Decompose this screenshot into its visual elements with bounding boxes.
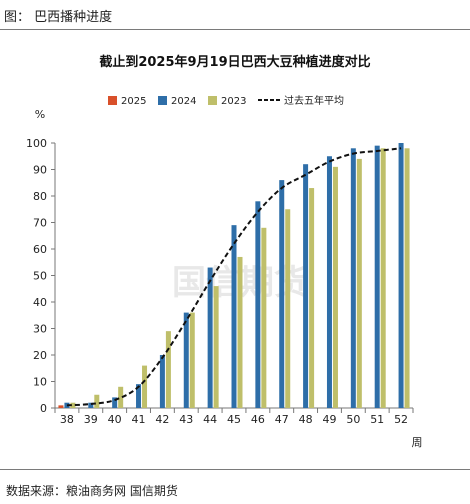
legend-label: 2023	[221, 96, 246, 107]
x-tick-label: 47	[275, 413, 289, 426]
x-tick-label: 46	[251, 413, 265, 426]
avg-line-path	[66, 147, 402, 407]
bar-2023	[285, 209, 291, 408]
bar-2024	[350, 148, 356, 409]
bar-2024	[207, 267, 213, 408]
x-tick-label: 50	[346, 413, 360, 426]
bar-2024	[374, 145, 380, 408]
x-axis-label: 周	[412, 436, 423, 449]
legend-swatch-2024	[158, 96, 167, 105]
bar-2023	[309, 188, 315, 408]
y-tick-label: 80	[33, 190, 47, 203]
bar-2023	[380, 148, 386, 409]
bar-2024	[279, 180, 285, 408]
x-tick-label: 51	[370, 413, 384, 426]
y-tick-label: 30	[33, 323, 47, 336]
bar-2023	[70, 402, 76, 408]
bar-2023	[189, 312, 195, 408]
y-tick-label: 60	[33, 243, 47, 256]
y-axis-label: %	[35, 108, 45, 121]
footer-divider	[0, 469, 470, 470]
x-tick-label: 45	[227, 413, 241, 426]
y-tick-label: 90	[33, 164, 47, 177]
y-tick-label: 40	[33, 296, 47, 309]
bar-2023	[213, 286, 219, 408]
source-note: 数据来源：粮油商务网 国信期货	[6, 484, 178, 498]
bar-2024	[112, 397, 118, 408]
bar-2024	[136, 384, 142, 408]
bar-2024	[255, 201, 261, 408]
bar-2023	[332, 166, 338, 408]
legend-label: 2025	[121, 96, 146, 107]
y-tick-label: 0	[40, 402, 47, 415]
y-tick-label: 70	[33, 217, 47, 230]
bar-2025	[58, 405, 64, 408]
bar-2024	[326, 156, 332, 408]
bar-2023	[94, 394, 100, 408]
y-tick-label: 10	[33, 376, 47, 389]
bars	[58, 143, 410, 409]
y-tick-label: 20	[33, 349, 47, 362]
legend: 2025 2024 2023 过去五年平均	[108, 94, 344, 107]
bar-2023	[142, 365, 148, 408]
x-tick-label: 38	[60, 413, 74, 426]
bar-2023	[237, 256, 243, 408]
x-tick-label: 40	[108, 413, 122, 426]
bar-2023	[356, 158, 362, 408]
bar-2024	[231, 225, 237, 408]
x-tick-label: 44	[203, 413, 217, 426]
x-tick-label: 49	[322, 413, 336, 426]
bar-2024	[159, 355, 165, 408]
x-tick-label: 48	[299, 413, 313, 426]
bar-2024	[183, 312, 189, 408]
figure-caption: 图： 巴西播种进度	[4, 10, 113, 25]
chart: 截止到2025年9月19日巴西大豆种植进度对比 2025 2024 2023 过去五年…	[26, 54, 423, 449]
legend-label: 过去五年平均	[284, 94, 344, 107]
chart-title: 截止到2025年9月19日巴西大豆种植进度对比	[99, 54, 370, 70]
bar-2023	[165, 331, 171, 408]
bar-2023	[261, 227, 267, 408]
x-tick-label: 52	[394, 413, 408, 426]
x-tick-label: 41	[132, 413, 146, 426]
average-line	[66, 147, 402, 407]
x-tick-label: 39	[84, 413, 98, 426]
header-divider	[0, 29, 470, 30]
y-tick-label: 100	[26, 137, 47, 150]
bar-2023	[118, 386, 124, 408]
y-tick-label: 50	[33, 270, 47, 283]
bar-2024	[303, 164, 309, 408]
legend-label: 2024	[171, 96, 196, 107]
legend-swatch-2025	[108, 96, 117, 105]
x-tick-label: 43	[179, 413, 193, 426]
bar-2024	[88, 402, 94, 408]
legend-swatch-2023	[208, 96, 217, 105]
bar-2023	[404, 148, 410, 409]
x-tick-label: 42	[155, 413, 169, 426]
bar-2024	[398, 143, 404, 408]
